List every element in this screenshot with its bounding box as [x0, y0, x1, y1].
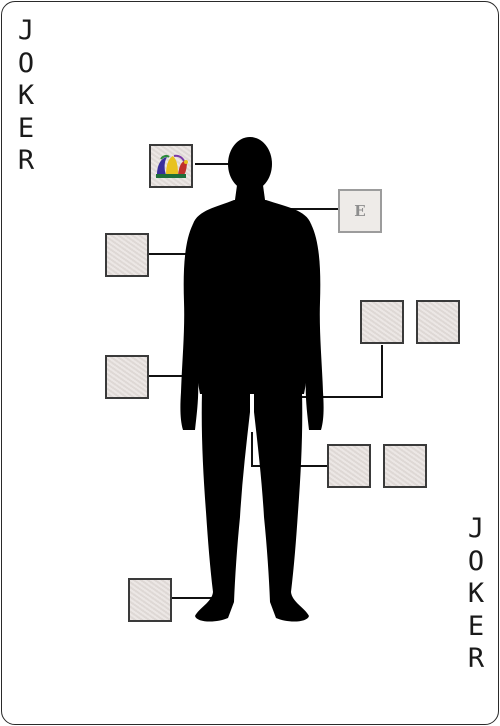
corner-letter: R: [17, 145, 35, 176]
corner-letter: R: [467, 643, 485, 674]
leg-slot-right[interactable]: [383, 444, 427, 488]
connector-ring: [302, 345, 383, 398]
corner-letter: J: [467, 513, 485, 544]
corner-letter: K: [17, 80, 35, 111]
corner-label-bottom: J O K E R: [465, 513, 487, 676]
slot-letter: E: [354, 202, 366, 220]
ring-slot-left[interactable]: [360, 300, 404, 344]
ring-slot-right[interactable]: [416, 300, 460, 344]
silhouette-shape: [180, 137, 324, 622]
head-slot[interactable]: [149, 144, 193, 188]
corner-letter: E: [467, 610, 485, 642]
corner-label-top: J O K E R: [15, 15, 37, 178]
feet-slot[interactable]: [128, 578, 172, 622]
jester-hat-icon: [156, 154, 188, 178]
corner-letter: E: [17, 112, 35, 144]
leg-slot-left[interactable]: [327, 444, 371, 488]
connector-legs: [251, 432, 328, 467]
hand-slot[interactable]: [105, 355, 149, 399]
corner-letter: J: [17, 15, 35, 46]
corner-letter: O: [17, 47, 35, 79]
corner-letter: O: [467, 545, 485, 577]
neck-slot[interactable]: E: [338, 189, 382, 233]
shoulder-slot[interactable]: [105, 233, 149, 277]
corner-letter: K: [467, 578, 485, 609]
